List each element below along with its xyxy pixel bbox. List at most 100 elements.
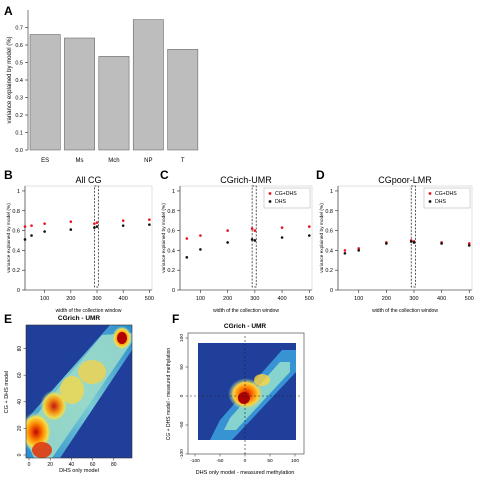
- heatmap-f-x-tick-label: 0: [244, 458, 247, 464]
- panel-d-scatter-chart: 0 0.2 0.4 0.6 0.8 1 100 200 300 400 500 CGpoor-LMR w…: [319, 175, 474, 314]
- data-point-cg-dhs: [467, 242, 471, 245]
- legend-marker: [268, 192, 272, 195]
- data-point-cg-dhs: [280, 226, 284, 229]
- data-point-cg-dhs: [253, 229, 257, 232]
- scatter-x-tick-label: 500: [145, 296, 154, 302]
- scatter-x-tick-label: 400: [437, 296, 446, 302]
- heatmap-f-y-tick-label: 0: [179, 394, 185, 397]
- scatter-y-label: variance explained by model (%): [161, 203, 167, 273]
- heatmap-e-x-tick-label: 20: [47, 462, 53, 468]
- panel-letter-d: D: [316, 168, 325, 182]
- scatter-y-tick-label: 0: [330, 288, 333, 294]
- scatter-y-tick-label: 0: [172, 288, 175, 294]
- bar-chart-y-label: variance explained by model (%): [7, 36, 13, 123]
- data-point-dhs: [307, 234, 311, 237]
- data-point-dhs: [121, 224, 125, 227]
- panel-letter-b: B: [4, 168, 13, 182]
- scatter-x-label: width of the collection window: [213, 308, 279, 314]
- scatter-y-tick-label: 0.8: [167, 209, 175, 215]
- data-point-dhs: [357, 249, 361, 252]
- bar: [64, 37, 95, 151]
- panel-letter-e: E: [4, 312, 12, 326]
- scatter-y-tick-label: 0.4: [325, 248, 333, 254]
- data-point-dhs: [385, 242, 388, 245]
- heatmap-e-y-tick-label: 20: [17, 425, 23, 431]
- data-point-dhs: [185, 256, 189, 259]
- scatter-x-tick-label: 100: [40, 296, 49, 302]
- heatmap-e-x-tick-label: 40: [69, 462, 75, 468]
- heatmap-e-density: [26, 325, 132, 458]
- scatter-title: CGpoor-LMR: [378, 175, 432, 185]
- scatter-x-tick-label: 500: [305, 296, 314, 302]
- data-point-cg-dhs: [30, 224, 33, 227]
- data-point-dhs: [30, 234, 33, 237]
- scatter-x-tick-label: 200: [382, 296, 391, 302]
- heatmap-e-x-tick-label: 60: [90, 462, 96, 468]
- scatter-plot-frame: [24, 185, 153, 291]
- scatter-x-tick-label: 200: [66, 296, 75, 302]
- scatter-y-tick-label: 0.6: [167, 229, 175, 235]
- heatmap-e-x-tick-label: 80: [111, 462, 117, 468]
- heatmap-f-frame: [187, 332, 305, 455]
- heatmap-e-y-tick-label: 60: [17, 372, 23, 378]
- data-point-cg-dhs: [69, 220, 73, 223]
- data-point-cg-dhs: [43, 222, 46, 225]
- bar-category-label: Ms: [76, 158, 84, 164]
- bar-chart-y-tick-label: 0.0: [15, 148, 23, 154]
- bar: [167, 49, 199, 151]
- data-point-cg-dhs: [357, 247, 361, 250]
- scatter-y-tick-label: 1: [172, 189, 175, 195]
- heatmap-f-x-tick-label: 50: [267, 458, 273, 464]
- panel-b-scatter-chart: 0 0.2 0.4 0.6 0.8 1 100 200 300 400 500 All CG width…: [6, 175, 154, 314]
- legend-marker: [428, 200, 432, 203]
- scatter-title: All CG: [75, 175, 101, 185]
- panel-f-heatmap: CGrich - UMR DHS only model - measured m…: [166, 323, 305, 476]
- scatter-x-label: width of the collection window: [372, 308, 438, 314]
- heatmap-e-y-tick-label: 80: [17, 346, 23, 352]
- data-point-dhs: [199, 248, 202, 251]
- heatmap-f-xlabel: DHS only model - measured methylation: [196, 470, 295, 476]
- scatter-y-tick-label: 0.2: [325, 268, 333, 274]
- data-point-cg-dhs: [93, 222, 96, 225]
- scatter-x-label: width of the collection window: [56, 308, 122, 314]
- heatmap-f-x-tick-label: -100: [190, 458, 200, 464]
- data-point-dhs: [43, 230, 46, 233]
- data-point-cg-dhs: [23, 225, 27, 228]
- heatmap-f-x-tick-label: 100: [291, 458, 299, 464]
- scatter-y-tick-label: 0.4: [167, 248, 175, 254]
- data-point-dhs: [250, 238, 254, 241]
- legend-box: [423, 187, 471, 209]
- heatmap-f-y-tick-label: 50: [179, 364, 185, 370]
- bar-category-label: ES: [41, 158, 49, 164]
- bar-chart-y-tick-label: 0.3: [15, 96, 23, 102]
- data-point-dhs: [343, 252, 347, 255]
- legend-label: DHS: [435, 199, 446, 205]
- scatter-y-tick-label: 0.2: [12, 268, 20, 274]
- heatmap-f-density: [210, 350, 296, 440]
- data-point-dhs: [148, 223, 151, 226]
- scatter-y-tick-label: 0: [17, 288, 20, 294]
- data-point-cg-dhs: [148, 218, 151, 221]
- bar: [29, 34, 61, 151]
- heatmap-e-ylabel: CG + DHS model: [4, 371, 10, 414]
- data-point-cg-dhs: [121, 219, 125, 222]
- heatmap-e-y-tick-label: 40: [17, 399, 23, 405]
- data-point-dhs: [409, 240, 413, 243]
- heatmap-f-ticks: -100 -50 0 50 100 -100 -50 0 50 100: [179, 334, 299, 464]
- panel-letter-f: F: [172, 312, 179, 326]
- scatter-x-tick-label: 100: [196, 296, 205, 302]
- scatter-x-tick-label: 300: [409, 296, 418, 302]
- data-point-cg-dhs: [185, 237, 189, 240]
- scatter-x-tick-label: 300: [92, 296, 101, 302]
- scatter-y-tick-label: 1: [17, 189, 20, 195]
- bar-category-label: T: [181, 158, 185, 164]
- data-point-cg-dhs: [250, 227, 254, 230]
- legend-marker: [428, 192, 432, 195]
- legend-box: [263, 187, 311, 209]
- collection-window-highlight: [94, 185, 99, 288]
- data-point-dhs: [440, 242, 443, 245]
- scatter-y-tick-label: 0.4: [12, 248, 20, 254]
- scatter-x-tick-label: 200: [223, 296, 232, 302]
- collection-window-highlight: [251, 185, 257, 288]
